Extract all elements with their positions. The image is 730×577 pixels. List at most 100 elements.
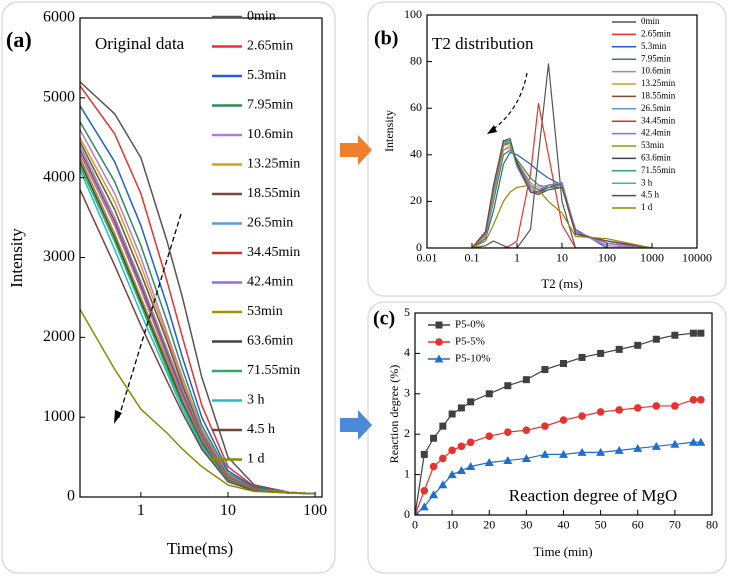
legend-label: 53min <box>641 140 665 150</box>
y-tick-label: 2 <box>404 426 410 440</box>
marker <box>670 439 680 448</box>
legend-label: 63.6min <box>247 334 293 349</box>
marker <box>689 396 698 404</box>
series-line <box>471 137 653 248</box>
chart-1: 0.01 0.1 1 10 100 1000 10000 0 20 40 60 80 100 T2 (ms… <box>374 7 712 291</box>
marker <box>578 412 586 420</box>
y-tick-label: 4000 <box>43 168 75 185</box>
marker <box>457 442 466 451</box>
marker <box>448 410 456 418</box>
legend-label: 5.3min <box>641 41 667 51</box>
y-tick-label: 20 <box>410 193 422 207</box>
marker <box>467 398 475 406</box>
marker <box>430 434 438 442</box>
y-axis-label: Reaction degree (%) <box>387 365 401 464</box>
arrow-orange <box>340 135 372 165</box>
legend-label: 34.45min <box>247 245 300 260</box>
marker <box>434 354 444 363</box>
trend-arrow <box>491 72 528 131</box>
marker <box>447 470 457 479</box>
x-tick-label: 70 <box>669 518 681 532</box>
x-axis-label: Time (min) <box>533 544 592 559</box>
marker <box>419 502 429 511</box>
series-line <box>472 102 652 248</box>
legend-label: 4.5 h <box>247 422 275 437</box>
legend-label: 63.6min <box>641 152 671 162</box>
y-tick-label: 80 <box>410 53 422 67</box>
x-tick-label: 0.01 <box>417 251 438 265</box>
series-line <box>80 309 316 495</box>
legend-label: 53min <box>247 304 283 319</box>
marker <box>415 510 418 515</box>
y-tick-label: 0 <box>404 507 410 521</box>
x-tick-label: 30 <box>520 518 532 532</box>
marker <box>435 338 443 346</box>
marker <box>559 449 568 458</box>
marker <box>504 382 512 390</box>
legend-label: 7.95min <box>247 98 293 113</box>
marker <box>485 390 493 398</box>
marker <box>485 432 494 441</box>
marker <box>633 443 643 452</box>
panel-label: (b) <box>374 28 398 50</box>
marker <box>540 449 550 458</box>
marker <box>577 447 587 456</box>
legend-label: 13.25min <box>247 157 300 172</box>
x-tick-label: 10 <box>446 518 458 532</box>
chart-2: 0 10 20 30 40 50 60 70 80 0 1 2 3 4 5 Time (min) Reactio… <box>373 305 718 559</box>
marker <box>420 450 428 458</box>
panel-label: (a) <box>6 27 32 52</box>
x-tick-label: 10 <box>220 502 236 519</box>
y-tick-label: 100 <box>404 7 422 21</box>
marker <box>615 345 623 353</box>
legend-label: 42.4min <box>641 128 671 138</box>
chart-0: 1 10 1000100020003000400050006000Time(ms)I… <box>6 9 327 558</box>
marker <box>596 408 605 416</box>
x-tick-label: 80 <box>706 518 718 532</box>
legend-label: 3 h <box>247 393 265 408</box>
legend-label: 5.3min <box>247 68 286 83</box>
x-tick-label: 10 <box>556 251 568 265</box>
x-tick-label: 10000 <box>682 251 712 265</box>
legend-label: 2.65min <box>247 39 293 54</box>
legend-label: 0min <box>641 16 660 26</box>
marker <box>448 446 456 455</box>
legend-label: P5-10% <box>455 353 490 365</box>
x-tick-label: 100 <box>598 251 616 265</box>
series-line <box>471 184 653 248</box>
marker <box>651 441 661 450</box>
annotation: Reaction degree of MgO <box>509 486 678 505</box>
legend-label: 18.55min <box>641 90 676 100</box>
y-tick-label: 5 <box>404 305 410 319</box>
arrow-blue <box>340 410 372 440</box>
marker <box>420 486 429 495</box>
plot-area <box>80 81 316 495</box>
marker <box>560 360 567 367</box>
legend-label: 3 h <box>641 177 653 187</box>
marker <box>522 376 530 384</box>
legend-label: 26.5min <box>247 216 293 231</box>
marker <box>652 402 661 410</box>
marker <box>541 422 549 430</box>
panel-label: (c) <box>373 308 395 330</box>
marker <box>439 422 447 430</box>
legend-label: 71.55min <box>641 165 676 175</box>
y-tick-label: 2000 <box>43 328 75 345</box>
legend-label: 34.45min <box>641 115 676 125</box>
x-tick-label: 1 <box>137 502 145 519</box>
trend-arrow-head <box>487 125 497 134</box>
x-tick-label: 0.1 <box>465 251 480 265</box>
y-tick-label: 6000 <box>43 9 75 26</box>
marker <box>438 480 448 489</box>
y-axis-label: Intensity <box>7 228 26 288</box>
marker <box>697 396 705 404</box>
marker <box>688 437 698 446</box>
marker <box>435 321 443 329</box>
marker <box>689 329 697 337</box>
legend-label: 42.4min <box>247 275 293 290</box>
marker <box>522 426 531 434</box>
legend-label: 13.25min <box>641 78 676 88</box>
x-tick-label: 1000 <box>640 251 664 265</box>
x-tick-label: 20 <box>483 518 495 532</box>
